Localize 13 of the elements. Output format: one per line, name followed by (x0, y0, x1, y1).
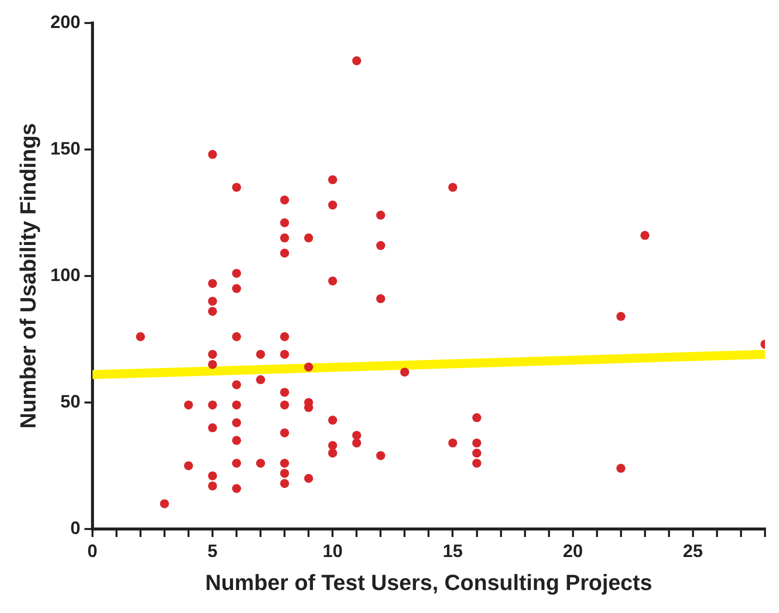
y-tick-label: 200 (50, 12, 80, 32)
x-tick-label: 20 (562, 540, 583, 561)
x-tick-label: 25 (682, 540, 703, 561)
x-tick-label: 0 (87, 540, 98, 561)
x-axis-title: Number of Test Users, Consulting Projects (205, 570, 652, 595)
y-tick-label: 50 (60, 391, 80, 412)
y-tick-label: 150 (50, 138, 80, 158)
x-tick-label: 15 (442, 540, 463, 561)
y-tick-label: 0 (70, 518, 80, 538)
y-axis-title: Number of Usability Findings (15, 123, 40, 429)
y-tick-label: 100 (50, 264, 80, 285)
x-tick-label: 5 (208, 540, 218, 561)
x-tick-label: 10 (322, 540, 343, 561)
